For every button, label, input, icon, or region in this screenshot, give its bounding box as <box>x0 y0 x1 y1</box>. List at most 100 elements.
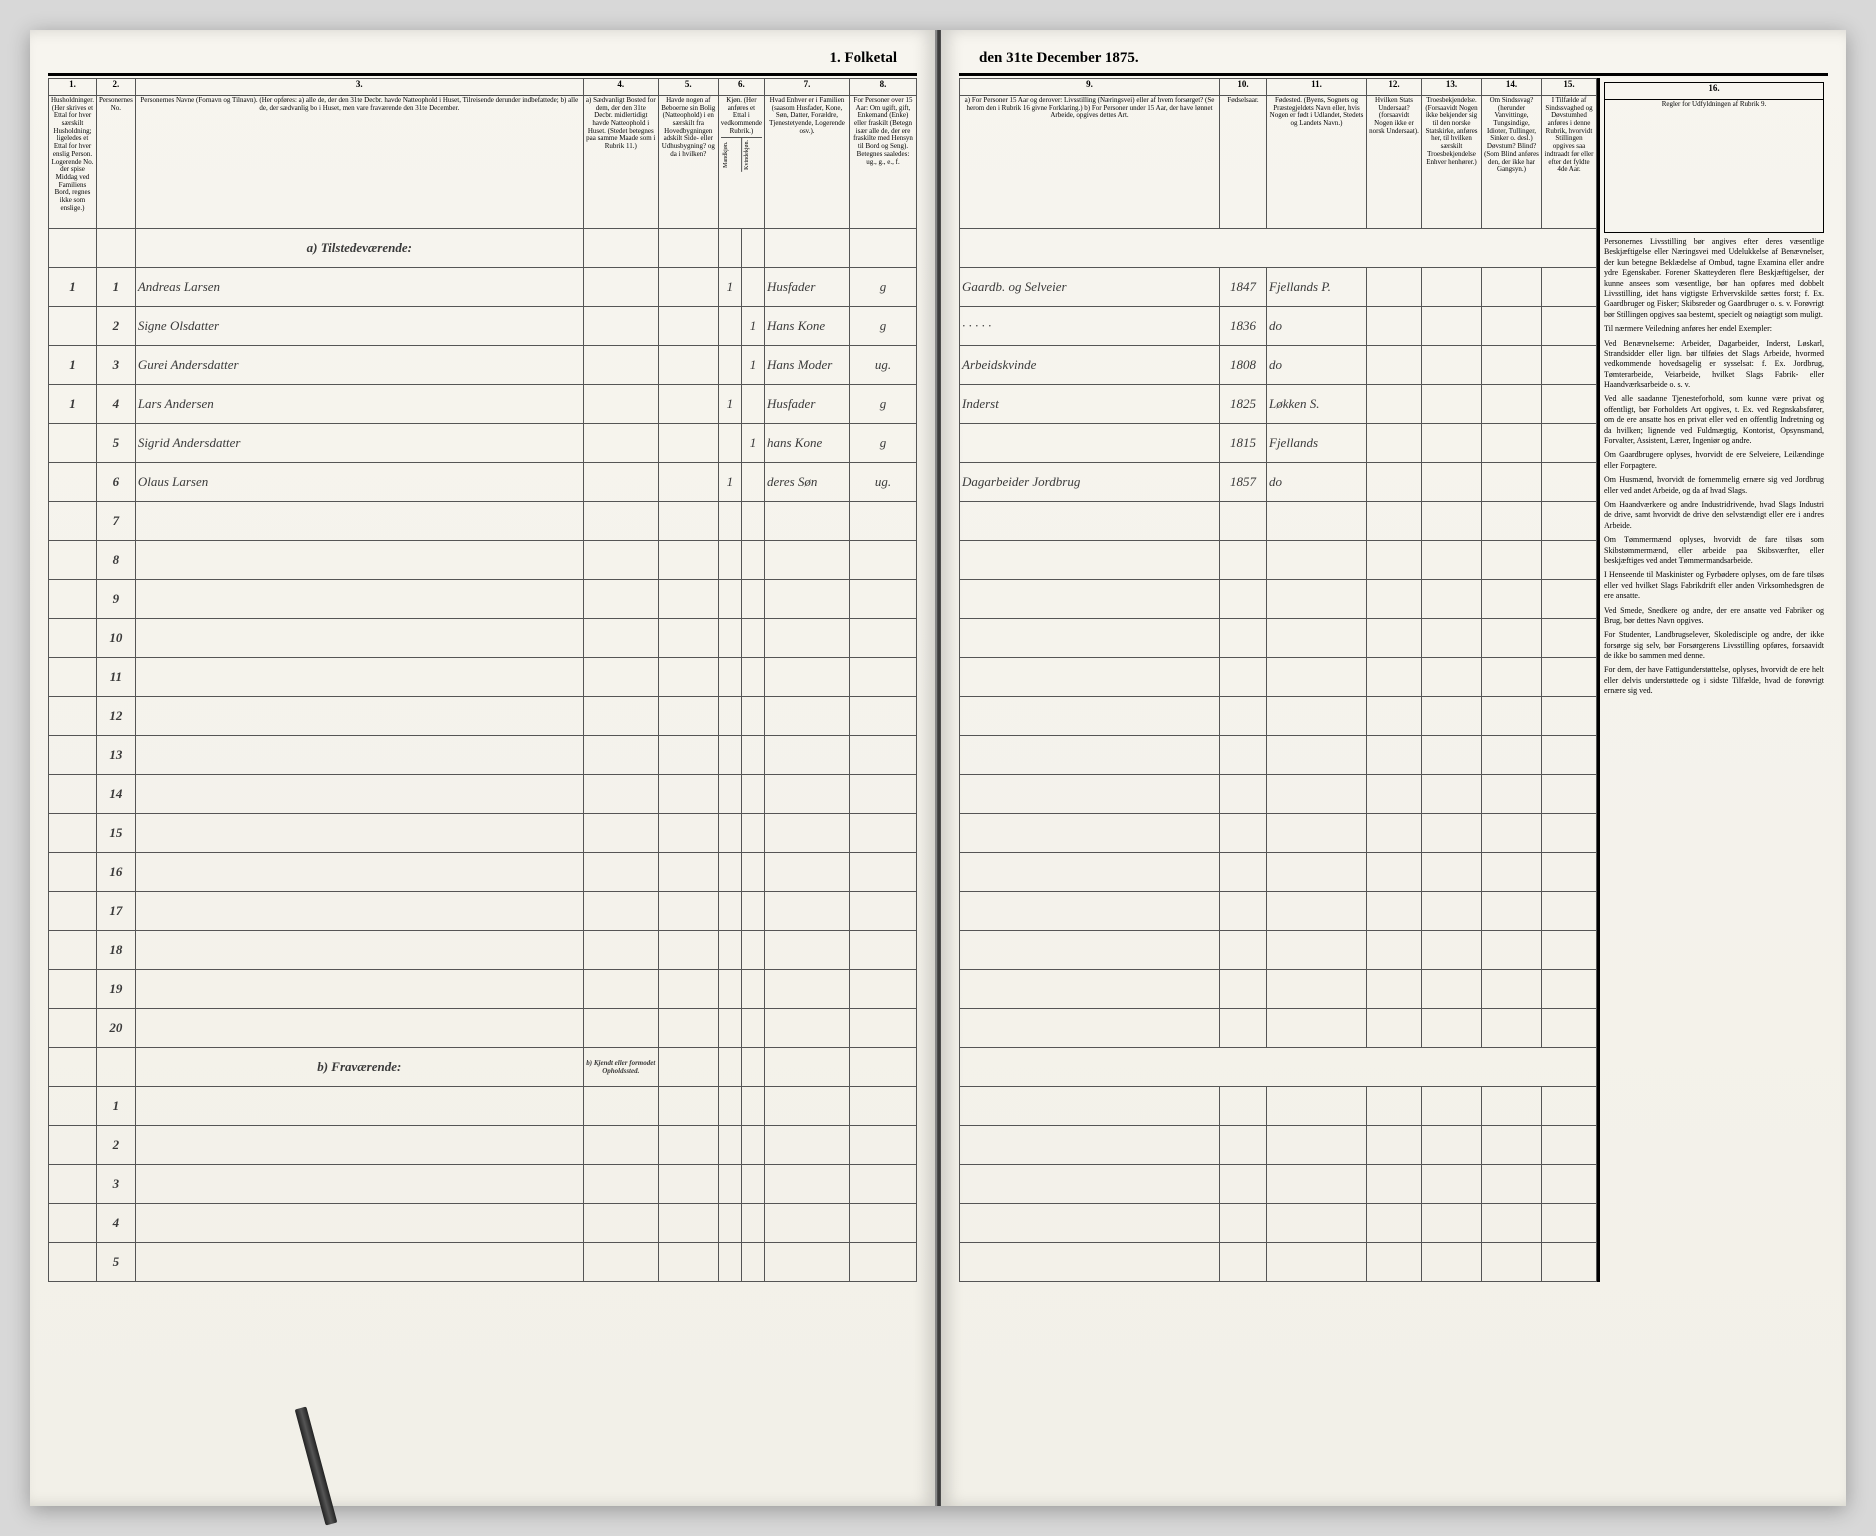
header-1: Husholdninger. (Her skrives et Ettal for… <box>49 96 97 229</box>
sidebar-p7: Om Haandværkere og andre Industridrivend… <box>1604 500 1824 531</box>
table-row: Arbeidskvinde1808do <box>960 346 1597 385</box>
table-row: 16 <box>49 853 917 892</box>
table-row: 12 <box>49 697 917 736</box>
rule-heavy-r <box>959 73 1828 76</box>
table-row: 11Andreas Larsen1Husfaderg <box>49 268 917 307</box>
header-13: Troesbekjendelse. (Forsaavidt Nogen ikke… <box>1422 96 1482 229</box>
sidebar-p3: Ved Benævnelserne: Arbeider, Dagarbeider… <box>1604 339 1824 391</box>
table-row <box>960 1009 1597 1048</box>
section-a-row: a) Tilstedeværende: <box>49 229 917 268</box>
header-10: Fødselsaar. <box>1220 96 1267 229</box>
sidebar-rules: 16. Regler for Udfyldningen af Rubrik 9.… <box>1597 78 1828 1282</box>
section-b-row: b) Fraværende: b) Kjendt eller formodet … <box>49 1048 917 1087</box>
header-14: Om Sindssvag? (herunder Vanvittinge, Tun… <box>1482 96 1542 229</box>
header-5: Havde nogen af Beboerne sin Bolig (Natte… <box>658 96 718 229</box>
table-row: Dagarbeider Jordbrug1857do <box>960 463 1597 502</box>
table-row: 7 <box>49 502 917 541</box>
sidebar-p9: I Henseende til Maskinister og Fyrbødere… <box>1604 570 1824 601</box>
table-row <box>960 1165 1597 1204</box>
table-row: 2Signe Olsdatter1Hans Koneg <box>49 307 917 346</box>
header-16: Regler for Udfyldningen af Rubrik 9. <box>1605 100 1824 233</box>
table-row: 6Olaus Larsen1deres Sønug. <box>49 463 917 502</box>
table-row: 18 <box>49 931 917 970</box>
header-6a: Mandkjøn. <box>721 138 741 172</box>
header-row-r: a) For Personer 15 Aar og derover: Livss… <box>960 96 1597 229</box>
colnum-row: 1. 2. 3. 4. 5. 6. 7. 8. <box>49 79 917 96</box>
page-title-right: den 31te December 1875. <box>959 50 1828 67</box>
right-page: den 31te December 1875. 9. 10. 11. 12. 1… <box>941 30 1846 1506</box>
colnum-3: 3. <box>135 79 583 96</box>
left-page: 1. Folketal 1. 2. 3. 4. 5. 6. 7. 8. Hush… <box>30 30 937 1506</box>
table-row: 9 <box>49 580 917 619</box>
colnum-7: 7. <box>765 79 850 96</box>
section-b-note: b) Kjendt eller formodet Opholdssted. <box>583 1048 658 1087</box>
colnum-15: 15. <box>1542 79 1597 96</box>
table-row <box>960 1243 1597 1282</box>
table-row <box>960 775 1597 814</box>
sidebar-p1: Personernes Livsstilling bør angives eft… <box>1604 237 1824 320</box>
table-row: 10 <box>49 619 917 658</box>
colnum-16: 16. <box>1605 83 1824 100</box>
header-12: Hvilken Stats Undersaat? (forsaavidt Nog… <box>1367 96 1422 229</box>
census-table-right: 9. 10. 11. 12. 13. 14. 15. a) For Person… <box>959 78 1597 1282</box>
table-row: 2 <box>49 1126 917 1165</box>
page-title-left: 1. Folketal <box>48 50 917 67</box>
colnum-6: 6. <box>718 79 764 96</box>
sidebar-p10: Ved Smede, Snedkere og andre, der ere an… <box>1604 606 1824 627</box>
colnum-12: 12. <box>1367 79 1422 96</box>
table-row: 5Sigrid Andersdatter1hans Koneg <box>49 424 917 463</box>
header-7: Hvad Enhver er i Familien (saasom Husfad… <box>765 96 850 229</box>
colnum-row-r: 9. 10. 11. 12. 13. 14. 15. <box>960 79 1597 96</box>
table-row: 1815Fjellands <box>960 424 1597 463</box>
colnum-13: 13. <box>1422 79 1482 96</box>
table-row: 1 <box>49 1087 917 1126</box>
header-8: For Personer over 15 Aar: Om ugift, gift… <box>850 96 917 229</box>
sidebar-p8: Om Tømmermænd oplyses, hvorvidt de fare … <box>1604 535 1824 566</box>
table-row: 17 <box>49 892 917 931</box>
table-row <box>960 931 1597 970</box>
header-6: Kjøn. (Her anføres et Ettal i vedkommend… <box>718 96 764 229</box>
table-row: 14 <box>49 775 917 814</box>
table-row <box>960 1126 1597 1165</box>
table-row: Inderst1825Løkken S. <box>960 385 1597 424</box>
colnum-14: 14. <box>1482 79 1542 96</box>
colnum-4: 4. <box>583 79 658 96</box>
table-row: 8 <box>49 541 917 580</box>
table-row <box>960 814 1597 853</box>
sidebar-p11: For Studenter, Landbrugselever, Skoledis… <box>1604 630 1824 661</box>
colnum-8: 8. <box>850 79 917 96</box>
colnum-1: 1. <box>49 79 97 96</box>
table-row: 13 <box>49 736 917 775</box>
header-15: I Tilfælde af Sindssvaghed og Døvstumhed… <box>1542 96 1597 229</box>
census-table-left: 1. 2. 3. 4. 5. 6. 7. 8. Husholdninger. (… <box>48 78 917 1282</box>
sidebar-p2: Til nærmere Veiledning anføres her endel… <box>1604 324 1824 334</box>
table-row <box>960 697 1597 736</box>
colnum-11: 11. <box>1267 79 1367 96</box>
section-a-label: a) Tilstedeværende: <box>135 229 583 268</box>
table-row <box>960 1087 1597 1126</box>
table-row: 19 <box>49 970 917 1009</box>
table-row: Gaardb. og Selveier1847Fjellands P. <box>960 268 1597 307</box>
table-row: 15 <box>49 814 917 853</box>
header-9: a) For Personer 15 Aar og derover: Livss… <box>960 96 1220 229</box>
table-row: 3 <box>49 1165 917 1204</box>
table-row: 14Lars Andersen1Husfaderg <box>49 385 917 424</box>
table-row: 20 <box>49 1009 917 1048</box>
table-row: 11 <box>49 658 917 697</box>
header-4: a) Sædvanligt Bosted for dem, der den 31… <box>583 96 658 229</box>
sidebar-p4: Ved alle saadanne Tjenesteforhold, som k… <box>1604 394 1824 446</box>
table-row <box>960 502 1597 541</box>
table-row: 4 <box>49 1204 917 1243</box>
sidebar-p6: Om Husmænd, hvorvidt de fornemmelig ernæ… <box>1604 475 1824 496</box>
rule-heavy <box>48 73 917 76</box>
table-row: 5 <box>49 1243 917 1282</box>
table-row <box>960 580 1597 619</box>
section-b-label: b) Fraværende: <box>135 1048 583 1087</box>
table-row <box>960 658 1597 697</box>
colnum-2: 2. <box>96 79 135 96</box>
table-row <box>960 970 1597 1009</box>
pencil-object <box>295 1406 338 1525</box>
table-row: 13Gurei Andersdatter1Hans Moderug. <box>49 346 917 385</box>
header-2: Personernes No. <box>96 96 135 229</box>
sidebar-p5: Om Gaardbrugere oplyses, hvorvidt de ere… <box>1604 450 1824 471</box>
